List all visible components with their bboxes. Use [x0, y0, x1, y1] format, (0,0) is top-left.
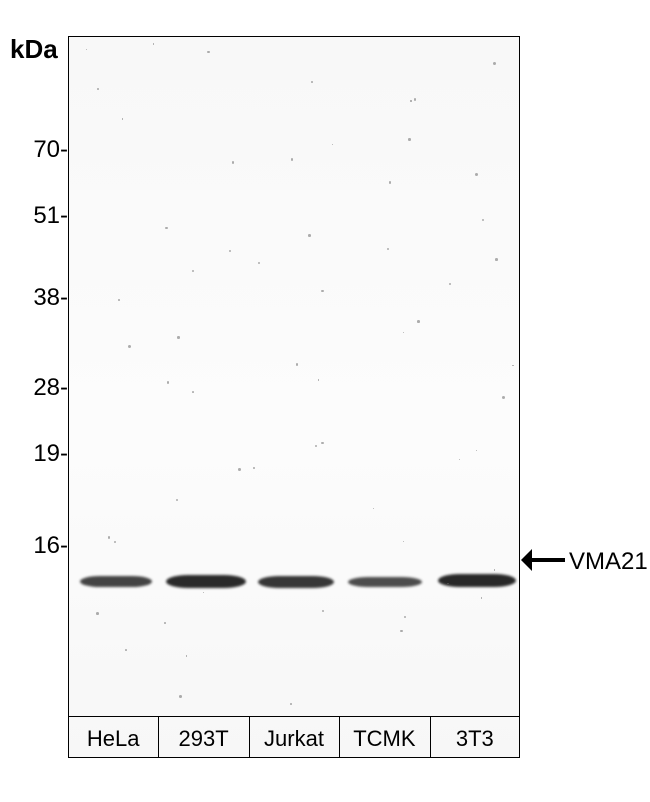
film-speckle	[86, 49, 87, 50]
protein-band	[80, 576, 152, 587]
film-speckle	[96, 612, 99, 615]
film-speckle	[232, 161, 235, 164]
mw-marker-label: 51-	[0, 202, 68, 230]
film-speckle	[128, 345, 131, 348]
film-speckle	[238, 468, 241, 471]
film-speckle	[177, 336, 179, 338]
lane-label: HeLa	[68, 726, 158, 752]
film-speckle	[167, 381, 170, 384]
film-speckle	[493, 62, 496, 65]
mw-marker-label: 28-	[0, 374, 68, 402]
film-speckle	[321, 290, 323, 292]
film-speckle	[186, 655, 187, 656]
film-speckle	[482, 219, 484, 221]
film-speckle	[417, 320, 420, 323]
film-speckle	[315, 445, 317, 447]
western-blot-figure: kDa VMA21 70- 51- 38- 28- 19- 16- HeLa293TJurk…	[0, 0, 650, 802]
film-speckle	[118, 299, 120, 301]
film-speckle	[179, 695, 182, 698]
film-speckle	[410, 100, 411, 101]
lane-label: 3T3	[430, 726, 520, 752]
film-speckle	[164, 622, 166, 624]
mw-marker-label: 16-	[0, 532, 68, 560]
kda-axis-label: kDa	[10, 34, 58, 65]
film-speckle	[318, 379, 319, 380]
protein-band	[258, 576, 334, 588]
film-speckle	[459, 459, 460, 460]
protein-band	[166, 575, 246, 588]
film-speckle	[414, 98, 416, 100]
film-speckle	[291, 158, 293, 160]
protein-name-label: VMA21	[569, 548, 648, 576]
lane-label-separator	[68, 716, 520, 717]
lane-label: 293T	[158, 726, 248, 752]
protein-arrow-head	[521, 549, 532, 571]
film-speckle	[404, 616, 406, 618]
film-speckle	[475, 173, 478, 176]
film-speckle	[253, 467, 255, 469]
blot-membrane	[68, 36, 520, 758]
lane-label: Jurkat	[249, 726, 339, 752]
mw-marker-label: 19-	[0, 440, 68, 468]
film-speckle	[495, 258, 498, 261]
film-speckle	[97, 88, 99, 90]
film-speckle	[502, 396, 505, 399]
film-speckle	[308, 234, 311, 237]
mw-marker-label: 70-	[0, 136, 68, 164]
film-speckle	[108, 536, 110, 538]
film-speckle	[296, 363, 299, 366]
protein-arrow-shaft	[532, 558, 565, 562]
mw-marker-label: 38-	[0, 284, 68, 312]
protein-band	[438, 574, 516, 587]
protein-band	[348, 577, 422, 587]
film-speckle	[192, 391, 194, 393]
film-speckle	[408, 138, 410, 140]
film-speckle	[311, 81, 313, 83]
film-speckle	[290, 703, 292, 705]
lane-label: TCMK	[339, 726, 429, 752]
film-speckle	[400, 630, 402, 632]
